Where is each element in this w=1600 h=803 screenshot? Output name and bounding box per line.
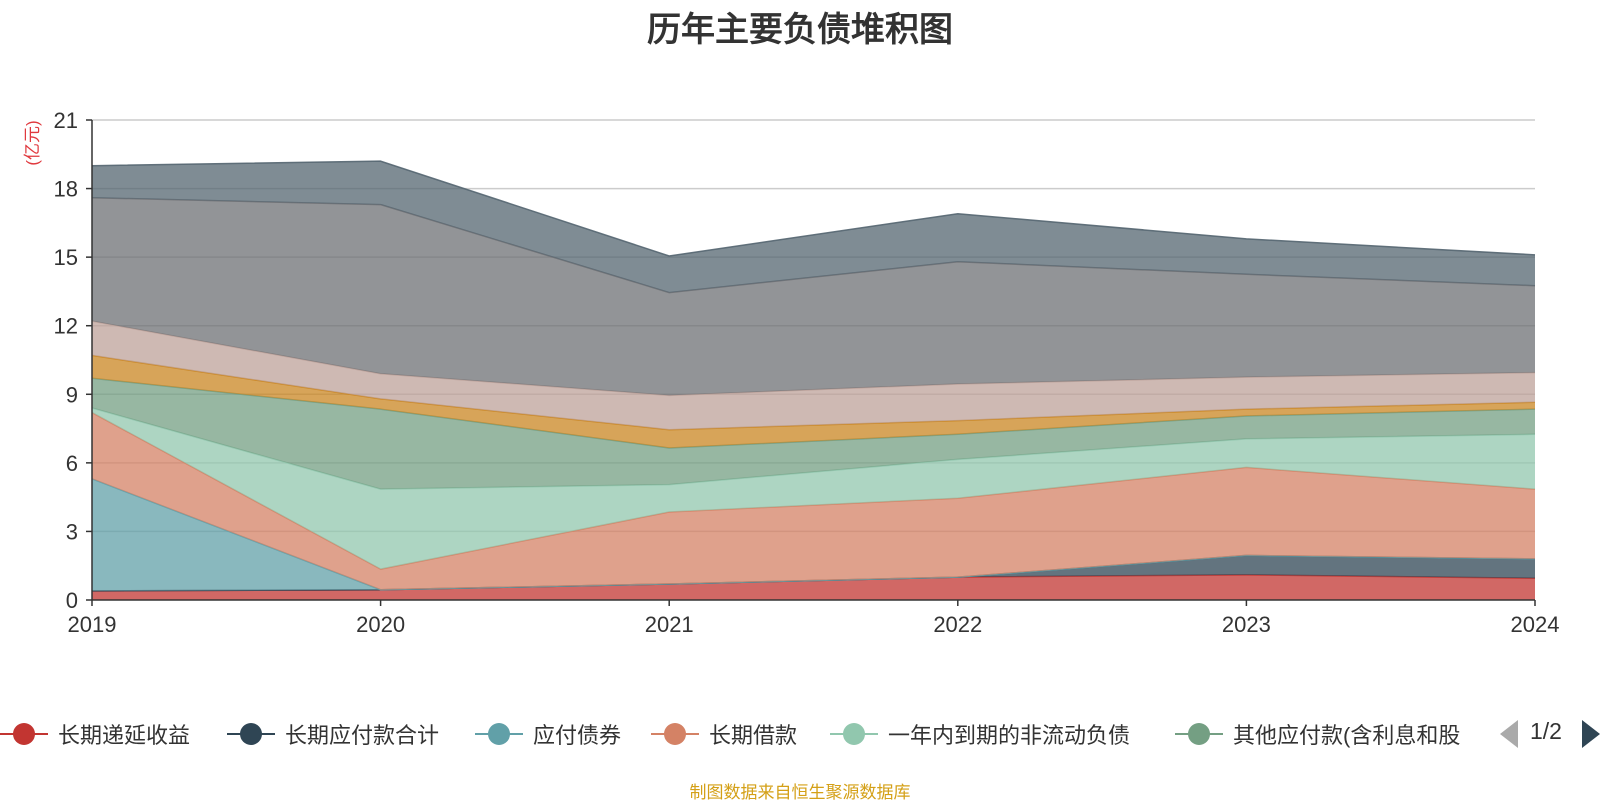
area-series-2[interactable]	[92, 555, 1535, 591]
area-series-7[interactable]	[92, 355, 1535, 448]
x-tick-label: 2024	[1511, 612, 1560, 637]
legend-label: 一年内到期的非流动负债	[888, 723, 1131, 748]
legend-item[interactable]: 一年内到期的非流动负债	[830, 716, 1130, 752]
legend-item[interactable]: 长期应付款合计	[227, 716, 439, 752]
x-tick-label: 2020	[356, 612, 405, 637]
area-series-line-10	[91, 160, 1536, 257]
area-series-5[interactable]	[92, 408, 1535, 570]
legend-marker-icon	[1175, 716, 1223, 752]
y-tick-label: 3	[66, 519, 78, 544]
legend-item[interactable]: 应付债券	[475, 716, 621, 752]
x-tick-label: 2019	[68, 612, 117, 637]
y-tick-label: 21	[54, 108, 78, 133]
y-tick-label: 0	[66, 588, 78, 613]
legend-item[interactable]: 其他应付款(含利息和股	[1175, 716, 1460, 752]
y-tick-label: 15	[54, 245, 78, 270]
y-tick-label: 12	[54, 314, 78, 339]
legend: 长期递延收益 长期应付款合计 应付债券 长期借款 一年内到期的非流动负债 其他应付款(含利…	[0, 716, 1600, 752]
legend-label: 应付债券	[533, 723, 622, 748]
area-series-1[interactable]	[92, 574, 1535, 600]
legend-prev-page-icon[interactable]	[1500, 720, 1518, 748]
legend-next-page-icon[interactable]	[1582, 720, 1600, 748]
x-tick-label: 2021	[645, 612, 694, 637]
area-series-6[interactable]	[92, 378, 1535, 490]
area-series-9[interactable]	[92, 197, 1535, 396]
legend-marker-icon	[651, 716, 699, 752]
legend-marker-icon	[227, 716, 275, 752]
axes: 0 3 6 9 12 15 18 21 2019 2020 2021 2022 2023 2024	[54, 108, 1560, 637]
legend-label: 长期应付款合计	[285, 723, 440, 748]
legend-marker-icon	[830, 716, 878, 752]
y-tick-label: 6	[66, 451, 78, 476]
area-series-3[interactable]	[92, 478, 1535, 591]
legend-page-indicator: 1/2	[1530, 718, 1562, 744]
source-note: 制图数据来自恒生聚源数据库	[689, 783, 911, 802]
y-tick-label: 18	[54, 177, 78, 202]
legend-pager: 1/2	[1500, 716, 1600, 752]
legend-marker-icon	[475, 716, 523, 752]
legend-item[interactable]: 长期借款	[651, 716, 797, 752]
x-tick-label: 2022	[933, 612, 982, 637]
legend-marker-icon	[0, 716, 48, 752]
area-series-8[interactable]	[92, 321, 1535, 430]
area-series-10[interactable]	[92, 161, 1535, 293]
legend-label: 其他应付款(含利息和股	[1233, 723, 1461, 748]
chart-title: 历年主要负债堆积图	[647, 11, 953, 49]
legend-label: 长期借款	[709, 723, 798, 748]
area-series-4[interactable]	[92, 412, 1535, 590]
area-series	[91, 160, 1536, 600]
y-tick-label: 9	[66, 382, 78, 407]
x-tick-label: 2023	[1222, 612, 1271, 637]
area-series-line-4	[91, 411, 1536, 570]
legend-label: 长期递延收益	[58, 723, 191, 748]
area-series-line-6	[91, 377, 1536, 449]
y-axis-unit-label: (亿元)	[23, 120, 42, 165]
legend-item[interactable]: 长期递延收益	[0, 716, 190, 752]
